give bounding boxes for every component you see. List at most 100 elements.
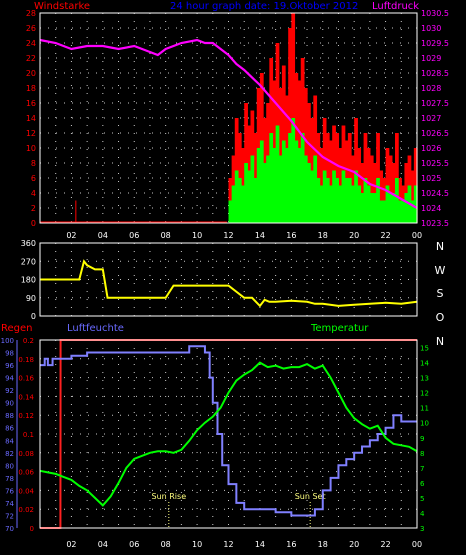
- average-bar: [231, 185, 236, 223]
- average-bar: [313, 155, 318, 223]
- average-bar: [253, 178, 258, 223]
- wind-x-tick-label: 22: [380, 231, 390, 240]
- average-bar: [363, 178, 368, 223]
- average-bars: [228, 118, 418, 223]
- pressure-tick-label: 1023.5: [421, 219, 449, 228]
- humidity-tick-label: 72: [5, 512, 14, 520]
- direction-tick-label: 90: [26, 294, 36, 303]
- pressure-tick-label: 1029.5: [421, 39, 449, 48]
- wind-x-tick-label: 00: [412, 231, 422, 240]
- wind-tick-label: 6: [31, 174, 36, 183]
- average-bar: [259, 140, 264, 223]
- rain-y-ticks: 0 0.02 0.04 0.06 0.08 0.1 0.12 0.14 0.16 0.18 0.2: [18, 337, 34, 533]
- temperature-tick-label: 10: [420, 420, 429, 428]
- average-bar: [247, 170, 252, 223]
- average-bar: [319, 185, 324, 223]
- compass-label: N: [436, 240, 444, 253]
- average-bar: [391, 193, 396, 223]
- average-bar: [297, 148, 302, 223]
- pressure-tick-label: 1025: [421, 174, 441, 183]
- pressure-tick-label: 1029: [421, 54, 441, 63]
- humidity-axis-label: Luftfeuchte: [67, 323, 124, 334]
- average-bar: [398, 200, 402, 223]
- rain-tick-label: 0.08: [18, 450, 34, 458]
- average-bar: [281, 140, 286, 223]
- sun-marker-label: Sun Rise: [151, 492, 186, 501]
- average-bar: [291, 118, 296, 223]
- average-bar: [376, 178, 380, 223]
- pressure-tick-label: 1030: [421, 24, 441, 33]
- sun-annotations: Sun Rise Sun Set: [151, 492, 326, 528]
- average-bar: [310, 170, 314, 223]
- climate-x-tick-label: 00: [412, 540, 422, 549]
- temperature-series-line: [39, 361, 418, 507]
- climate-x-tick-label: 02: [66, 540, 76, 549]
- pressure-series-line: [39, 38, 418, 209]
- wind-chart-frame: [39, 12, 418, 224]
- average-bar: [382, 200, 387, 223]
- climate-x-tick-label: 04: [98, 540, 108, 549]
- chart-title: 24 hour graph date: 19.Oktober 2012: [170, 1, 358, 12]
- wind-tick-label: 28: [26, 9, 36, 18]
- wind-x-tick-label: 14: [255, 231, 265, 240]
- average-bar: [300, 133, 305, 223]
- climate-x-tick-label: 20: [349, 540, 359, 549]
- climate-x-tick-label: 18: [318, 540, 328, 549]
- gust-bar: [329, 140, 333, 223]
- humidity-tick-label: 80: [5, 462, 14, 470]
- pressure-tick-label: 1028: [421, 84, 441, 93]
- temperature-tick-label: 6: [420, 480, 425, 488]
- direction-tick-label: 0: [31, 312, 36, 321]
- temperature-tick-label: 9: [420, 435, 424, 443]
- humidity-series-line: [40, 345, 417, 517]
- wind-tick-label: 2: [31, 204, 36, 213]
- humidity-tick-label: 70: [5, 525, 14, 533]
- average-bar: [395, 178, 399, 223]
- wind-x-tick-label: 20: [349, 231, 359, 240]
- rain-tick-label: 0.06: [18, 469, 34, 477]
- direction-line: [40, 259, 418, 308]
- average-bar: [341, 170, 346, 223]
- average-bar: [275, 125, 280, 223]
- temperature-y-ticks: 3 4 5 6 7 8 9 10 11 12 13 14 15: [420, 345, 429, 533]
- temperature-tick-label: 15: [420, 345, 429, 353]
- average-bar: [366, 185, 371, 223]
- direction-chart-frame: [39, 242, 418, 317]
- wind-x-tick-label: 04: [98, 231, 108, 240]
- compass-label: S: [437, 287, 444, 300]
- temperature-tick-label: 13: [420, 375, 429, 383]
- humidity-line: [40, 345, 417, 517]
- wind-x-tick-label: 16: [286, 231, 296, 240]
- wind-tick-label: 24: [26, 39, 36, 48]
- average-bar: [288, 133, 292, 223]
- temperature-tick-label: 4: [420, 510, 425, 518]
- average-bar: [307, 163, 311, 223]
- humidity-tick-label: 98: [5, 350, 14, 358]
- average-bar: [332, 170, 336, 223]
- climate-x-tick-label: 06: [129, 540, 139, 549]
- average-bar: [250, 155, 255, 223]
- average-bar: [338, 185, 343, 223]
- average-bar: [263, 163, 267, 223]
- wind-tick-label: 22: [26, 54, 36, 63]
- direction-tick-label: 360: [21, 239, 36, 248]
- gust-bar: [388, 155, 393, 223]
- average-bar: [385, 185, 390, 223]
- humidity-tick-label: 92: [5, 387, 14, 395]
- temperature-tick-label: 5: [420, 495, 424, 503]
- wind-x-tick-label: 12: [223, 231, 233, 240]
- rain-tick-label: 0.2: [23, 337, 34, 345]
- wind-axis-label: Windstarke: [34, 1, 90, 12]
- wind-tick-label: 20: [26, 69, 36, 78]
- average-bar: [256, 148, 261, 223]
- humidity-tick-label: 100: [1, 337, 14, 345]
- pressure-tick-label: 1026.5: [421, 129, 449, 138]
- compass-label: W: [435, 264, 446, 277]
- wind-tick-label: 26: [26, 24, 36, 33]
- rain-tick-label: 0.02: [18, 506, 34, 514]
- average-bar: [354, 170, 358, 223]
- humidity-tick-label: 82: [5, 450, 14, 458]
- gust-bar: [288, 28, 292, 223]
- humidity-y-ticks: 70 72 74 76 78 80 82 84 86 88 90 92 94 96 98 100: [1, 337, 18, 533]
